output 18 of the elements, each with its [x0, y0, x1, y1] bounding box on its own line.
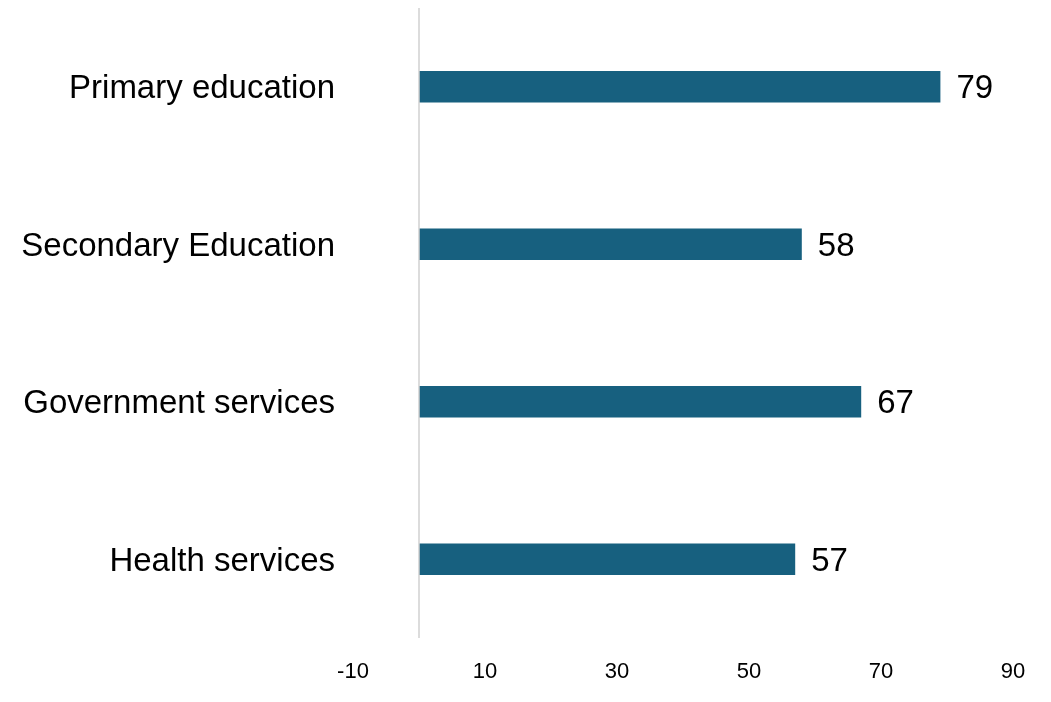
x-tick-label: -10 — [337, 657, 369, 683]
data-label: 58 — [817, 225, 855, 263]
y-tick-label: Health services — [109, 540, 335, 578]
x-tick-label: 10 — [472, 657, 498, 683]
x-tick-label: 30 — [604, 657, 630, 683]
x-tick-label: 90 — [1000, 657, 1026, 683]
x-tick-label: 50 — [736, 657, 762, 683]
data-label: 79 — [956, 68, 994, 106]
bar — [419, 543, 796, 575]
y-tick-label: Government services — [23, 383, 335, 421]
x-tick-label: 70 — [868, 657, 894, 683]
bar — [419, 71, 941, 103]
y-tick-label: Primary education — [69, 68, 335, 106]
data-label: 57 — [811, 540, 848, 578]
bar — [419, 386, 862, 418]
bar — [419, 228, 802, 260]
y-tick-label: Secondary Education — [21, 225, 335, 263]
data-label: 67 — [877, 383, 914, 421]
